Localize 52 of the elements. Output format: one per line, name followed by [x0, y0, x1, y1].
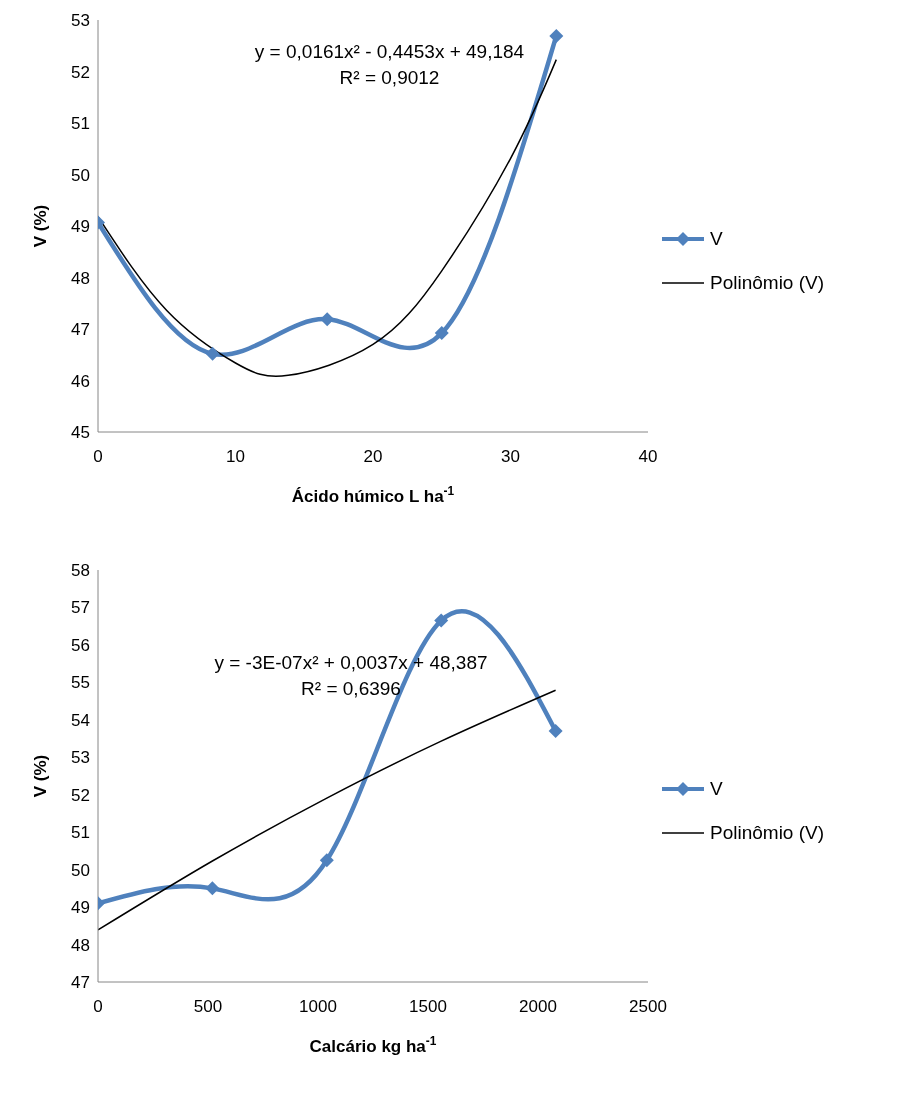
x-tick-label: 0 — [93, 447, 103, 467]
x-axis-title: Ácido húmico L ha$^{-1}$ — [291, 484, 455, 506]
y-tick-label: 53 — [71, 11, 90, 31]
annotation: R² = 0,9012 — [338, 66, 441, 89]
x-tick-label: 40 — [638, 447, 658, 467]
legend-label: Polinômio (V) — [710, 272, 825, 294]
y-tick-label: 53 — [71, 748, 90, 768]
point — [205, 346, 220, 361]
y-tick-label: 57 — [71, 598, 90, 618]
point — [205, 881, 220, 896]
y-tick-label: 47 — [71, 320, 90, 340]
point — [434, 613, 449, 628]
y-tick-label: 49 — [71, 217, 90, 237]
point — [434, 326, 449, 341]
y-tick-label: 46 — [71, 371, 90, 391]
y-tick-label: 51 — [71, 114, 90, 134]
y-tick-label: 52 — [71, 785, 90, 805]
y-tick-label: 54 — [71, 710, 90, 730]
x-tick-label: 2500 — [629, 997, 667, 1017]
y-tick-label: 50 — [71, 165, 90, 185]
legend-label: V — [710, 778, 723, 800]
x-tick-label: 10 — [226, 447, 245, 467]
point — [548, 724, 563, 739]
x-axis-title: Calcário kg ha$^{-1}$ — [309, 1034, 437, 1056]
annotation: y = 0,0161x² - 0,4453x + 49,184 — [253, 40, 526, 63]
x-tick-label: 2000 — [519, 997, 557, 1017]
y-tick-label: 48 — [71, 935, 90, 955]
point — [549, 28, 564, 43]
point — [320, 312, 335, 327]
y-tick-label: 51 — [71, 823, 90, 843]
x-tick-label: 0 — [93, 997, 103, 1017]
annotation: y = -3E-07x² + 0,0037x + 48,387 — [213, 652, 489, 675]
y-axis-title: V (%) — [31, 204, 50, 248]
annotation: R² = 0,6396 — [300, 678, 402, 701]
x-tick-label: 30 — [501, 447, 520, 467]
y-tick-label: 52 — [71, 62, 90, 82]
x-tick-label: 1000 — [299, 997, 337, 1017]
legend-label: Polinômio (V) — [710, 822, 825, 844]
y-tick-label: 45 — [71, 423, 90, 443]
x-tick-label: 1500 — [409, 997, 447, 1017]
point — [319, 853, 334, 868]
y-tick-label: 50 — [71, 860, 90, 880]
x-tick-label: 20 — [363, 447, 383, 467]
x-tick-label: 500 — [193, 997, 223, 1017]
y-tick-label: 49 — [71, 898, 90, 918]
legend-label: V — [710, 228, 723, 250]
y-tick-label: 47 — [71, 973, 90, 993]
y-axis-title: V (%) — [31, 754, 50, 798]
y-tick-label: 55 — [71, 673, 90, 693]
y-tick-label: 58 — [71, 561, 90, 581]
y-tick-label: 48 — [71, 268, 90, 288]
y-tick-label: 56 — [71, 635, 90, 655]
